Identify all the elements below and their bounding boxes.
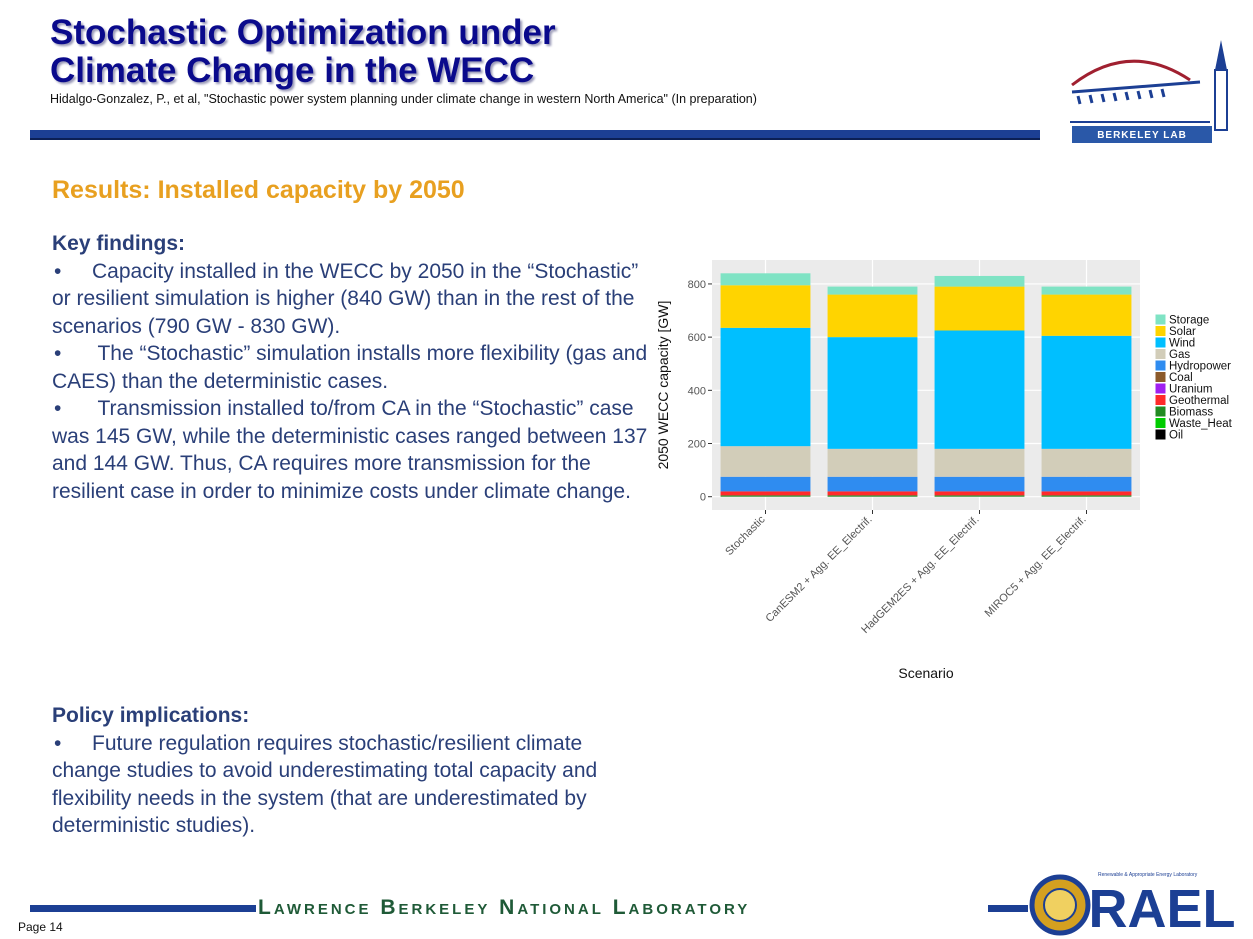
legend-label: Solar bbox=[1169, 326, 1196, 338]
bar-segment bbox=[934, 495, 1025, 497]
x-tick-label: Stochastic bbox=[723, 513, 768, 558]
page-number: Page 14 bbox=[18, 920, 63, 934]
bar-segment bbox=[827, 337, 918, 449]
bullet: The “Stochastic” simulation installs mor… bbox=[52, 340, 652, 395]
bar-segment bbox=[720, 327, 811, 447]
header-rule bbox=[30, 130, 1040, 138]
bar-segment bbox=[1041, 335, 1132, 449]
legend-swatch bbox=[1154, 336, 1167, 349]
bar-segment bbox=[934, 476, 1025, 492]
legend-swatch bbox=[1154, 325, 1167, 337]
logo-text: BERKELEY LAB bbox=[1097, 130, 1187, 141]
legend-swatch bbox=[1154, 359, 1167, 372]
legend-label: Coal bbox=[1169, 372, 1193, 384]
title-line: Stochastic Optimization under bbox=[50, 13, 556, 52]
x-tick-label: CanESM2 + Agg. EE_Electrif. bbox=[763, 514, 874, 625]
legend-label: Geothermal bbox=[1169, 395, 1229, 407]
legend-swatch bbox=[1154, 428, 1167, 441]
bar-segment bbox=[1041, 286, 1132, 295]
bar-segment bbox=[934, 491, 1025, 496]
policy-title: Policy implications: bbox=[52, 704, 250, 727]
y-tick-label: 600 bbox=[688, 332, 706, 344]
bar-segment bbox=[720, 285, 811, 328]
bar-segment bbox=[720, 446, 811, 477]
bar-segment bbox=[827, 286, 918, 295]
seal bbox=[1043, 888, 1077, 922]
section-heading: Results: Installed capacity by 2050 bbox=[52, 176, 465, 204]
x-tick-label: MIROC5 + Agg. EE_Electrif. bbox=[983, 514, 1089, 620]
legend-swatch bbox=[1154, 382, 1167, 395]
bar-segment bbox=[1041, 476, 1132, 492]
legend-swatch bbox=[1154, 348, 1167, 360]
policy-implications: Policy implications: Future regulation r… bbox=[52, 702, 652, 840]
y-axis-title: 2050 WECC capacity [GW] bbox=[655, 301, 671, 470]
slide-title: Stochastic Optimization under Climate Ch… bbox=[50, 14, 556, 90]
legend-label: Uranium bbox=[1169, 384, 1212, 396]
bar-segment bbox=[934, 275, 1025, 287]
bullet: Future regulation requires stochastic/re… bbox=[52, 730, 652, 840]
legend-label: Wind bbox=[1169, 338, 1195, 350]
bar-segment bbox=[827, 495, 918, 497]
y-tick-label: 800 bbox=[688, 279, 706, 291]
footer-lab: Lawrence Berkeley National Laboratory bbox=[258, 896, 751, 919]
bar-segment bbox=[720, 273, 811, 286]
header-rule bbox=[30, 138, 1040, 140]
legend-label: Waste_Heat bbox=[1169, 418, 1233, 430]
legend-swatch bbox=[1154, 405, 1167, 418]
bar-segment bbox=[1041, 491, 1132, 496]
bar-segment bbox=[934, 330, 1025, 449]
legend-swatch bbox=[1154, 371, 1167, 383]
bar-segment bbox=[720, 491, 811, 496]
rael-small: Renewable & Appropriate Energy Laborator… bbox=[1098, 872, 1198, 878]
bar-segment bbox=[1041, 448, 1132, 477]
legend-label: Biomass bbox=[1169, 407, 1213, 419]
bullet: Capacity installed in the WECC by 2050 i… bbox=[52, 258, 652, 341]
bar-segment bbox=[1041, 495, 1132, 497]
footer-rule bbox=[988, 905, 1028, 912]
berkeley-logo: BERKELEY LAB bbox=[1070, 40, 1228, 143]
key-findings: Key findings: Capacity installed in the … bbox=[52, 230, 652, 505]
y-tick-label: 0 bbox=[700, 492, 706, 504]
bar-segment bbox=[827, 448, 918, 477]
legend-label: Oil bbox=[1169, 430, 1183, 442]
citation: Hidalgo-Gonzalez, P., et al, "Stochastic… bbox=[50, 92, 757, 106]
bar-segment bbox=[720, 495, 811, 497]
legend-swatch bbox=[1154, 394, 1167, 406]
legend-label: Hydropower bbox=[1169, 361, 1231, 373]
rael-logo: RAEL bbox=[1089, 879, 1236, 939]
x-axis-title: Scenario bbox=[898, 665, 953, 681]
bar-segment bbox=[934, 448, 1025, 477]
findings-title: Key findings: bbox=[52, 232, 186, 255]
footer-rule bbox=[30, 905, 256, 912]
bar-segment bbox=[934, 286, 1025, 331]
legend-label: Storage bbox=[1169, 315, 1209, 327]
bullet: Transmission installed to/from CA in the… bbox=[52, 395, 652, 505]
legend-swatch bbox=[1154, 313, 1167, 326]
x-tick-label: HadGEM2ES + Agg. EE_Electrif. bbox=[859, 514, 981, 636]
bar-segment bbox=[1041, 294, 1132, 336]
bar-segment bbox=[827, 491, 918, 496]
y-tick-label: 200 bbox=[688, 439, 706, 451]
legend-swatch bbox=[1154, 417, 1167, 429]
title-line: Climate Change in the WECC bbox=[50, 51, 535, 90]
legend-label: Gas bbox=[1169, 349, 1190, 361]
bar-segment bbox=[827, 294, 918, 338]
y-tick-label: 400 bbox=[688, 385, 706, 397]
bar-segment bbox=[720, 476, 811, 492]
bar-segment bbox=[827, 476, 918, 492]
